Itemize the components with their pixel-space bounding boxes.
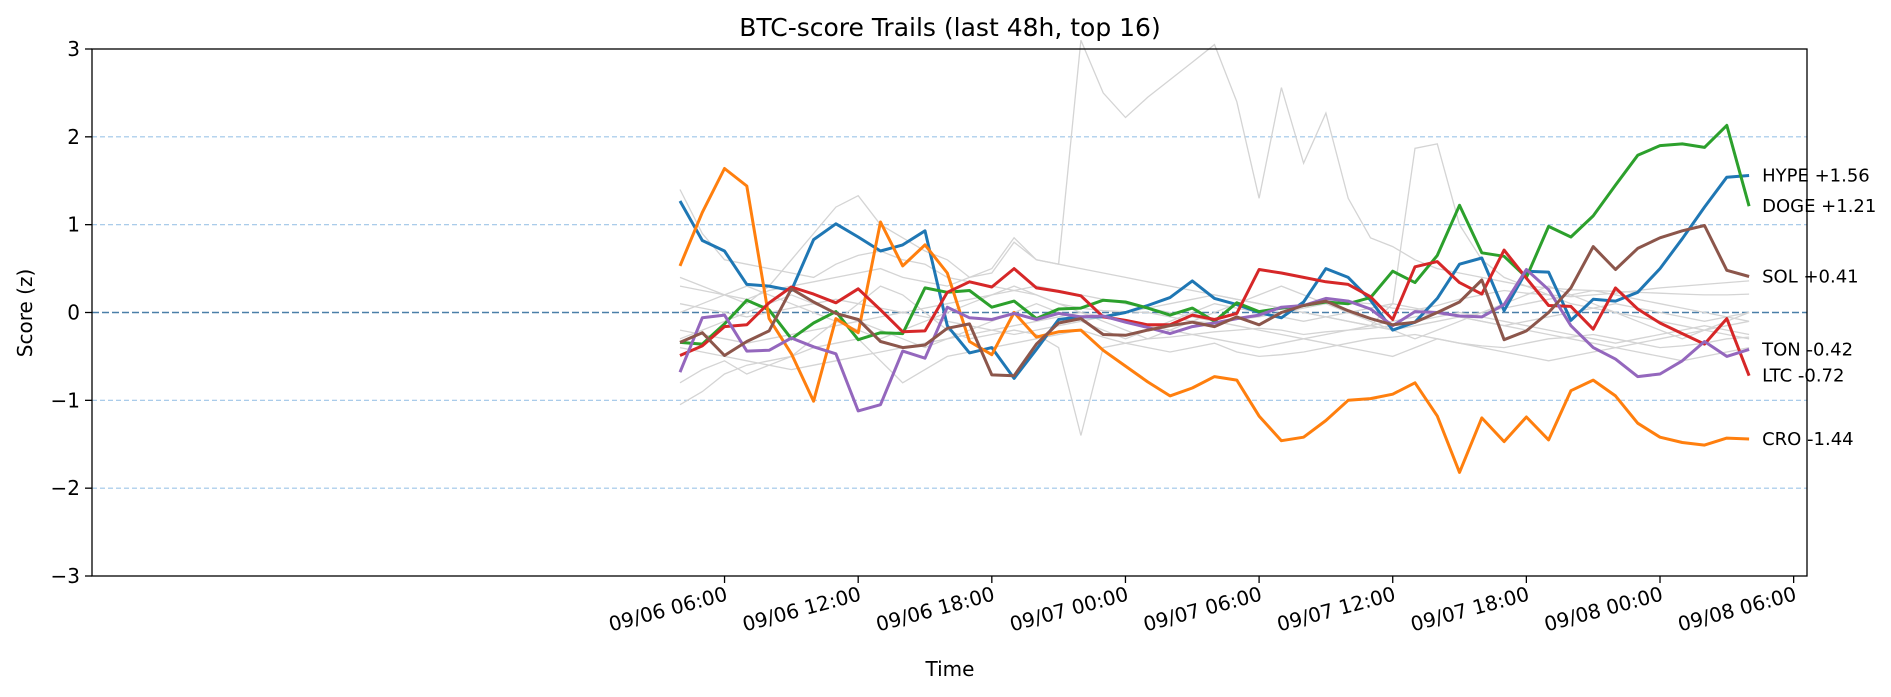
x-axis-label: Time: [925, 657, 975, 681]
y-tick-label: −2: [51, 476, 80, 500]
series-end-label: LTC -0.72: [1762, 366, 1844, 387]
x-tick-label: 09/06 06:00: [606, 582, 730, 637]
end-labels: HYPE +1.56 DOGE +1.21 SOL +0.41 TON -0.42 LT…: [1761, 166, 1876, 451]
y-tick-label: −3: [51, 564, 80, 588]
x-axis: 09/06 06:00 09/06 12:00 09/06 18:00 09/07 0…: [606, 576, 1799, 636]
series-line-doge: [679, 123, 1751, 346]
series-end-label: DOGE +1.21: [1762, 196, 1876, 217]
series-line-cro: [678, 167, 1750, 474]
series-end-label: CRO -1.44: [1762, 429, 1854, 450]
background-series-line: [679, 311, 1750, 371]
x-tick-label: 09/08 00:00: [1542, 582, 1666, 637]
x-tick-label: 09/06 18:00: [873, 582, 997, 637]
series-line-sol: [679, 224, 1750, 378]
chart-title: BTC-score Trails (last 48h, top 16): [739, 13, 1160, 42]
series-end-label: SOL +0.41: [1762, 267, 1859, 288]
y-tick-label: 2: [67, 125, 80, 149]
y-tick-label: 0: [67, 301, 80, 325]
series-line-hype: [678, 174, 1750, 380]
reference-lines: [92, 136, 1807, 489]
y-tick-label: −1: [51, 388, 80, 412]
series-group: [678, 123, 1751, 474]
x-tick-label: 09/07 06:00: [1141, 582, 1265, 637]
x-tick-label: 09/07 18:00: [1408, 582, 1532, 637]
series-line-ltc: [679, 248, 1751, 377]
x-tick-label: 09/07 00:00: [1007, 582, 1131, 637]
x-tick-label: 09/06 12:00: [740, 582, 864, 637]
x-tick-label: 09/07 12:00: [1274, 582, 1398, 637]
series-end-label: TON -0.42: [1761, 339, 1853, 360]
y-tick-label: 1: [67, 213, 80, 237]
x-tick-label: 09/08 06:00: [1675, 582, 1799, 637]
y-tick-label: 3: [67, 37, 80, 61]
series-line-ton: [678, 268, 1750, 413]
y-axis-label: Score (z): [13, 269, 37, 357]
background-series-line: [679, 39, 1750, 300]
y-axis: −3 −2 −1 0 1 2 3: [51, 37, 92, 588]
series-end-label: HYPE +1.56: [1762, 166, 1870, 187]
